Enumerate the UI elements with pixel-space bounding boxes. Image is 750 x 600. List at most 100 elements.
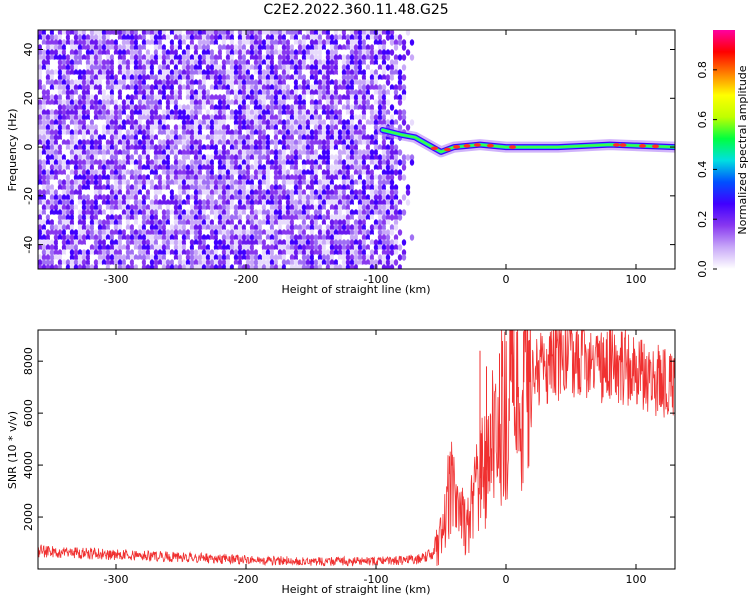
noise-cell (65, 30, 71, 36)
noise-cell (293, 259, 299, 266)
noise-cell (177, 244, 183, 251)
noise-cell (377, 214, 383, 221)
noise-cell (393, 54, 399, 61)
noise-cell (245, 244, 251, 251)
noise-cell (185, 59, 191, 66)
noise-cell (245, 59, 251, 66)
noise-cell (85, 224, 91, 231)
noise-cell (193, 99, 199, 106)
noise-cell (121, 104, 127, 111)
noise-cell (277, 189, 283, 196)
noise-cell (153, 199, 159, 206)
noise-cell (245, 229, 251, 236)
noise-cell (265, 89, 271, 96)
noise-cell (129, 234, 135, 241)
noise-cell (221, 209, 227, 216)
noise-cell (257, 149, 263, 156)
noise-cell (169, 139, 175, 146)
noise-cell (109, 99, 115, 106)
noise-cell (49, 139, 55, 146)
noise-cell (289, 104, 295, 111)
noise-cell (217, 59, 223, 66)
noise-cell (105, 259, 111, 266)
noise-cell (329, 149, 335, 156)
noise-cell (161, 254, 167, 261)
colorbar-ticks: 0.00.20.40.60.8 (696, 61, 717, 278)
noise-cell (357, 164, 363, 171)
noise-cell (81, 129, 87, 136)
noise-cell (173, 54, 179, 61)
noise-cell (161, 74, 167, 81)
noise-cell (369, 54, 375, 61)
noise-cell (45, 114, 51, 121)
noise-cell (317, 104, 323, 111)
noise-cell (317, 39, 323, 46)
noise-cell (237, 249, 243, 256)
noise-cell (153, 34, 159, 41)
noise-cell (49, 204, 55, 211)
noise-cell (161, 204, 167, 211)
noise-cell (353, 209, 359, 216)
noise-cell (165, 239, 171, 246)
noise-cell (57, 74, 63, 81)
noise-cell (261, 69, 267, 76)
noise-cell (229, 224, 235, 231)
noise-cell (273, 224, 279, 231)
noise-cell (361, 174, 367, 181)
noise-cell (353, 54, 359, 61)
noise-cell (281, 249, 287, 256)
noise-cell (177, 139, 183, 146)
noise-cell (393, 109, 399, 116)
noise-cell (253, 154, 259, 161)
noise-cell (301, 234, 307, 241)
noise-cell (101, 89, 107, 96)
noise-cell (333, 139, 339, 146)
noise-cell (57, 39, 63, 46)
noise-cell (261, 219, 267, 226)
noise-cell (113, 214, 119, 221)
noise-cell (229, 84, 235, 91)
noise-cell (309, 244, 315, 251)
noise-cell (261, 154, 267, 161)
noise-cell (101, 174, 107, 181)
noise-cell (157, 54, 163, 61)
noise-cell (285, 184, 291, 191)
noise-cell (317, 124, 323, 131)
noise-cell (109, 199, 115, 206)
noise-cell (38, 249, 43, 256)
noise-cell (293, 219, 299, 226)
noise-cell (185, 64, 191, 71)
signal-hotspot (473, 143, 481, 147)
noise-cell (297, 59, 303, 66)
noise-cell (249, 114, 255, 121)
noise-cell (377, 164, 383, 171)
noise-cell (209, 44, 215, 51)
noise-cell (373, 234, 379, 241)
noise-cell (61, 79, 67, 86)
noise-cell (141, 39, 147, 46)
noise-cell (273, 94, 279, 101)
noise-cell (85, 69, 91, 76)
noise-cell (57, 59, 63, 66)
noise-cell (129, 249, 135, 256)
noise-cell (229, 64, 235, 71)
noise-cell (261, 134, 267, 141)
noise-cell (277, 244, 283, 251)
noise-cell (125, 154, 131, 161)
noise-cell (129, 199, 135, 206)
noise-cell (381, 44, 387, 51)
noise-cell (297, 214, 303, 221)
noise-cell (61, 99, 67, 106)
noise-cell (321, 249, 327, 256)
noise-cell (317, 229, 323, 236)
noise-cell (129, 79, 135, 86)
noise-cell (89, 114, 95, 121)
noise-cell (185, 154, 191, 161)
noise-cell (201, 54, 207, 61)
noise-cell (157, 129, 163, 136)
noise-cell (381, 224, 387, 231)
noise-cell (161, 99, 167, 106)
noise-cell (137, 169, 143, 176)
noise-cell (321, 49, 327, 56)
noise-cell (137, 94, 143, 101)
